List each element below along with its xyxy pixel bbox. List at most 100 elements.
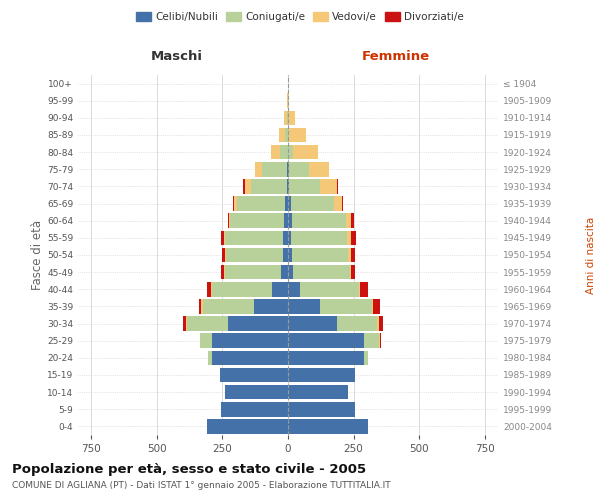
Bar [206,419,288,434]
Bar [262,162,287,176]
Bar [244,179,245,194]
Y-axis label: Fasce di età: Fasce di età [31,220,44,290]
Legend: Celibi/Nubili, Coniugati/e, Vedovi/e, Divorziati/e: Celibi/Nubili, Coniugati/e, Vedovi/e, Di… [132,8,468,26]
Bar [280,145,288,160]
Bar [292,248,349,262]
Bar [372,299,373,314]
Bar [279,128,286,142]
Bar [288,230,290,245]
Bar [212,350,288,365]
Bar [230,214,284,228]
Bar [284,214,288,228]
Bar [334,196,342,211]
Bar [288,162,289,176]
Bar [293,145,318,160]
Bar [288,265,293,280]
Bar [225,248,226,262]
Bar [373,299,380,314]
Bar [289,128,307,142]
Text: Popolazione per età, sesso e stato civile - 2005: Popolazione per età, sesso e stato civil… [12,462,366,475]
Bar [283,230,288,245]
Bar [287,110,288,125]
Bar [289,162,309,176]
Bar [320,299,372,314]
Bar [288,334,364,348]
Bar [255,162,262,176]
Bar [225,265,281,280]
Bar [254,299,288,314]
Bar [288,316,337,331]
Bar [225,385,288,400]
Bar [288,402,355,416]
Bar [283,248,288,262]
Bar [346,214,351,228]
Bar [351,230,356,245]
Bar [359,282,360,296]
Bar [288,299,320,314]
Bar [220,368,288,382]
Bar [349,248,351,262]
Bar [379,316,383,331]
Bar [364,350,368,365]
Bar [380,334,381,348]
Bar [229,214,230,228]
Bar [281,265,288,280]
Bar [203,299,254,314]
Bar [284,110,287,125]
Bar [337,179,338,194]
Bar [287,94,288,108]
Bar [360,282,368,296]
Bar [251,179,287,194]
Bar [290,230,347,245]
Bar [206,282,211,296]
Bar [288,179,289,194]
Bar [320,179,337,194]
Bar [350,265,351,280]
Bar [289,179,320,194]
Bar [237,196,286,211]
Bar [187,316,227,331]
Bar [351,248,355,262]
Bar [288,110,289,125]
Bar [351,214,353,228]
Bar [202,299,203,314]
Bar [287,179,288,194]
Bar [223,248,225,262]
Text: COMUNE DI AGLIANA (PT) - Dati ISTAT 1° gennaio 2005 - Elaborazione TUTTITALIA.IT: COMUNE DI AGLIANA (PT) - Dati ISTAT 1° g… [12,481,391,490]
Bar [272,282,288,296]
Bar [288,419,368,434]
Bar [212,334,288,348]
Bar [286,196,288,211]
Bar [337,316,377,331]
Bar [351,265,355,280]
Bar [224,230,225,245]
Bar [224,265,225,280]
Bar [290,196,334,211]
Bar [288,350,364,365]
Bar [234,196,237,211]
Bar [347,230,351,245]
Bar [288,385,349,400]
Bar [226,248,283,262]
Bar [364,334,379,348]
Bar [233,196,234,211]
Bar [288,128,289,142]
Bar [288,196,290,211]
Text: Femmine: Femmine [362,50,430,62]
Bar [221,402,288,416]
Text: Maschi: Maschi [151,50,203,62]
Bar [212,282,272,296]
Bar [286,128,288,142]
Bar [183,316,185,331]
Bar [288,214,292,228]
Bar [293,265,350,280]
Bar [288,368,355,382]
Bar [271,145,280,160]
Bar [199,299,202,314]
Bar [288,282,300,296]
Bar [208,350,212,365]
Bar [379,334,380,348]
Bar [377,316,379,331]
Bar [245,179,251,194]
Bar [288,145,293,160]
